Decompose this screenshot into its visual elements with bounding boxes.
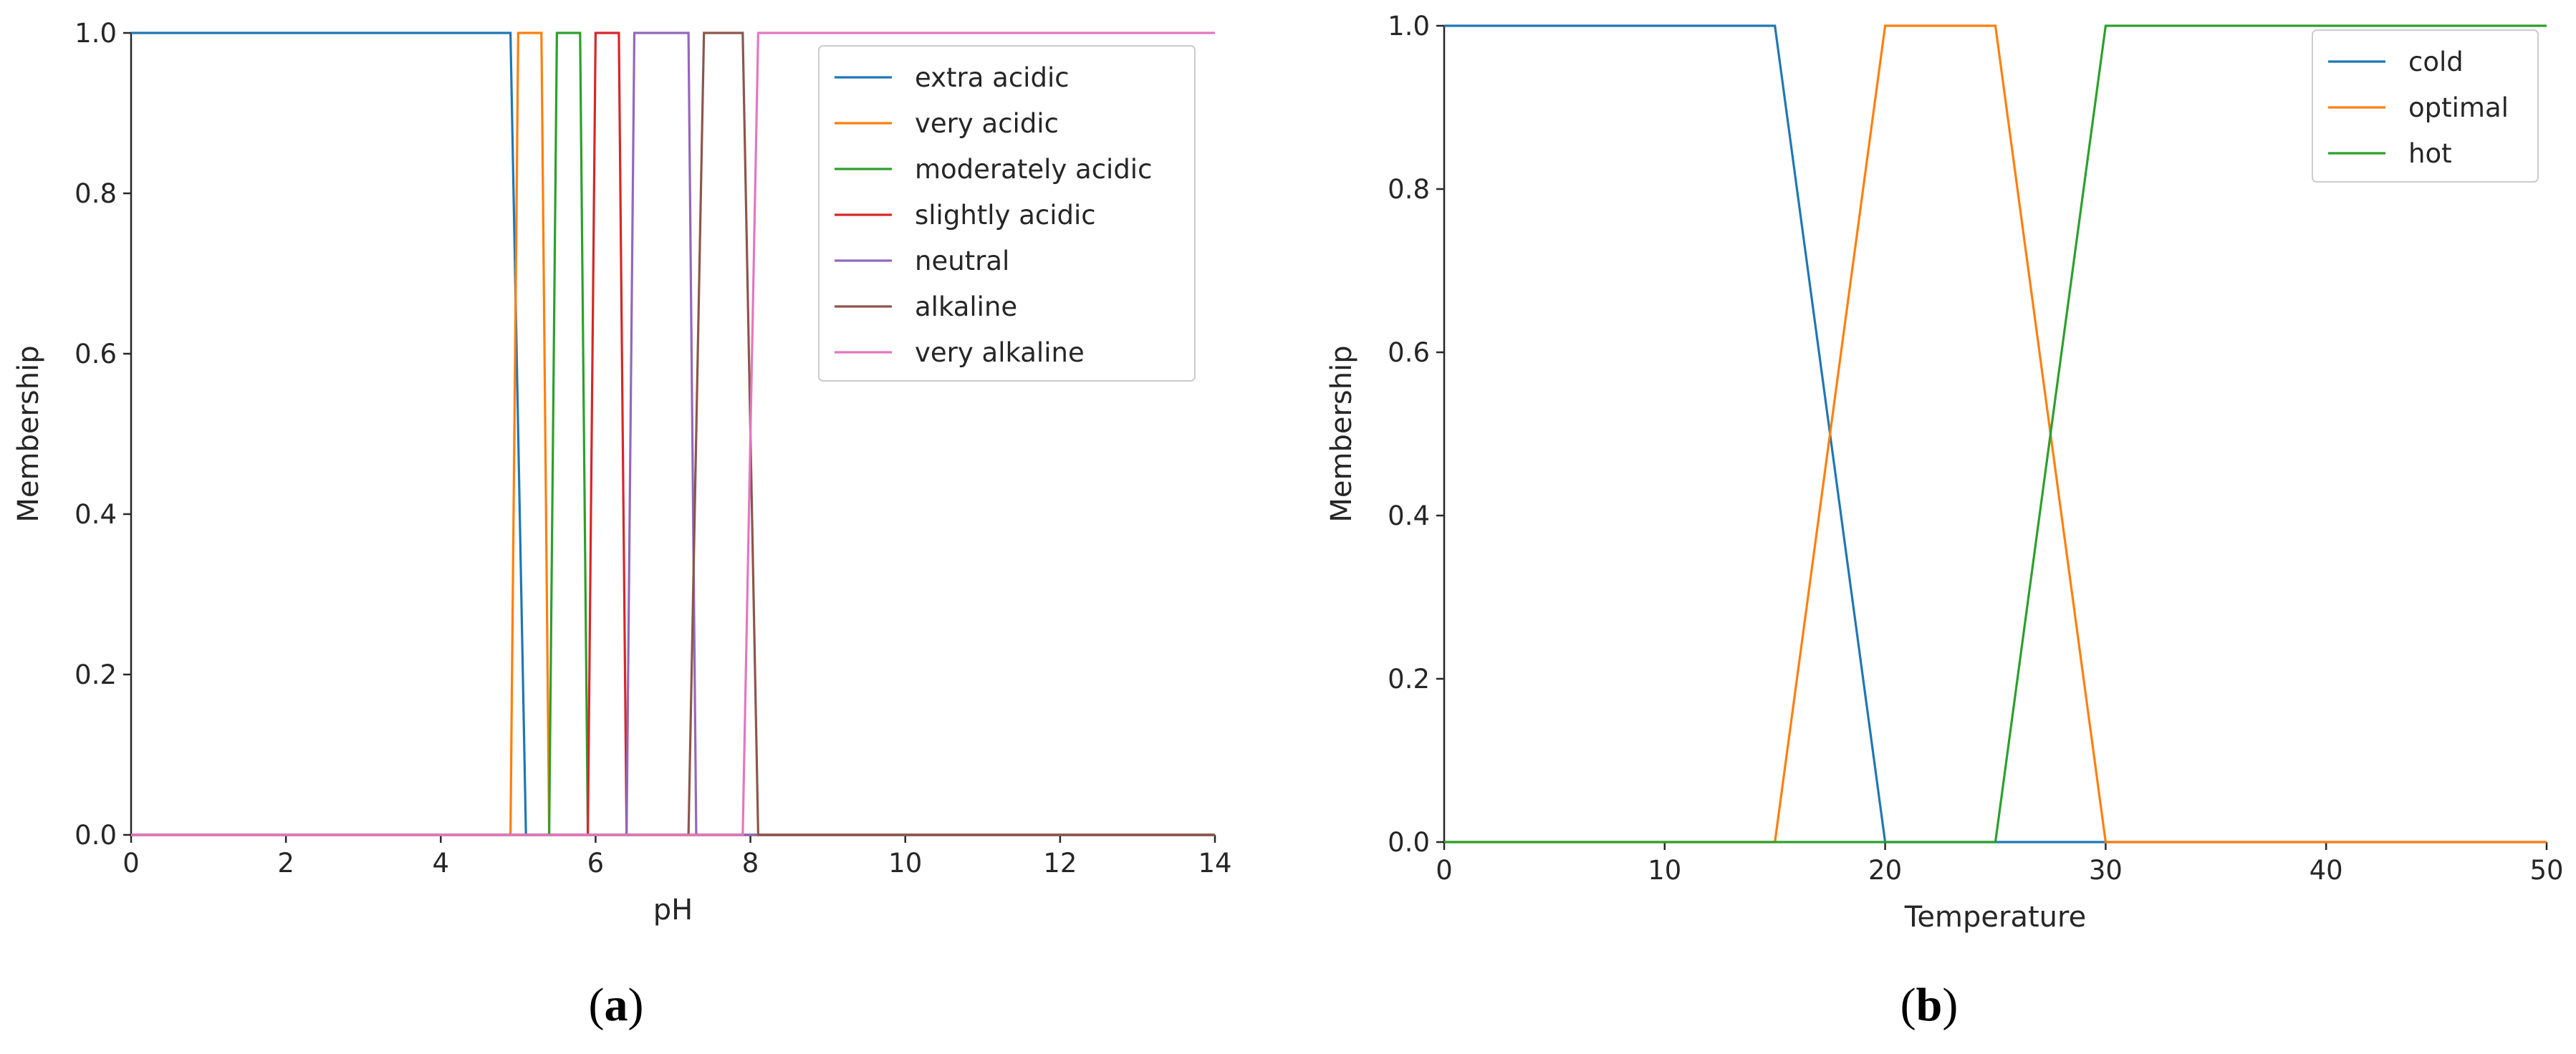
y-tick-label: 0.8 (1388, 174, 1430, 205)
legend-box (818, 45, 1196, 382)
y-tick-label: 1.0 (75, 18, 117, 49)
x-axis-label: pH (653, 894, 693, 927)
legend-box (2312, 29, 2539, 183)
x-axis-label: Temperature (1904, 901, 2086, 934)
y-tick-label: 0.4 (1388, 501, 1430, 531)
chart-panel-b: 0 10 20 30 40 50 0.0 0.2 0.4 0.6 0.8 1.0 Temperature… (1325, 11, 2564, 1031)
legend-label: slightly acidic (915, 200, 1096, 231)
legend-label: hot (2408, 138, 2452, 169)
x-tick-label: 2 (277, 848, 294, 879)
panel-letter: b (1916, 979, 1943, 1031)
legend-label: very alkaline (915, 337, 1085, 368)
y-tick-label: 1.0 (1388, 11, 1430, 42)
panel-label: (b) (1900, 979, 1959, 1031)
legend-label: alkaline (915, 291, 1017, 322)
legend-label: optimal (2408, 92, 2509, 123)
legend-label: cold (2408, 47, 2464, 77)
x-tick-label: 50 (2529, 855, 2563, 886)
y-tick-label: 0.6 (75, 339, 117, 369)
y-tick-label: 0.2 (75, 659, 117, 690)
y-tick-label: 0.0 (75, 820, 117, 851)
x-tick-label: 10 (1648, 855, 1681, 886)
x-tick-label: 4 (433, 848, 450, 879)
x-tick-label: 0 (122, 848, 140, 879)
y-axis-label: Membership (12, 345, 45, 522)
x-tick-label: 8 (742, 848, 759, 879)
y-tick-label: 0.4 (75, 499, 117, 530)
legend-label: neutral (915, 246, 1009, 276)
y-tick-label: 0.0 (1388, 827, 1430, 858)
legend-label: moderately acidic (915, 154, 1152, 185)
panel-label: (a) (589, 979, 644, 1031)
x-tick-label: 14 (1198, 848, 1231, 879)
x-tick-label: 10 (888, 848, 922, 879)
legend-label: very acidic (915, 108, 1059, 139)
series-line-very-alkaline (131, 32, 1215, 836)
x-tick-label: 20 (1868, 855, 1902, 886)
y-tick-label: 0.6 (1388, 337, 1430, 368)
chart-panel-a: 0 2 4 6 8 10 12 14 0.0 0.2 0.4 0.6 0.8 1.0 pH Membershi… (12, 18, 1232, 1031)
x-tick-label: 30 (2089, 855, 2123, 886)
y-tick-label: 0.8 (75, 178, 117, 209)
panel-letter: a (605, 979, 628, 1031)
x-tick-label: 6 (587, 848, 605, 879)
x-tick-label: 12 (1043, 848, 1077, 879)
y-tick-label: 0.2 (1388, 664, 1430, 695)
x-tick-label: 0 (1436, 855, 1453, 886)
y-axis-label: Membership (1325, 345, 1358, 522)
series-line-hot (1444, 24, 2547, 843)
x-tick-label: 40 (2310, 855, 2343, 886)
legend-label: extra acidic (915, 62, 1070, 93)
